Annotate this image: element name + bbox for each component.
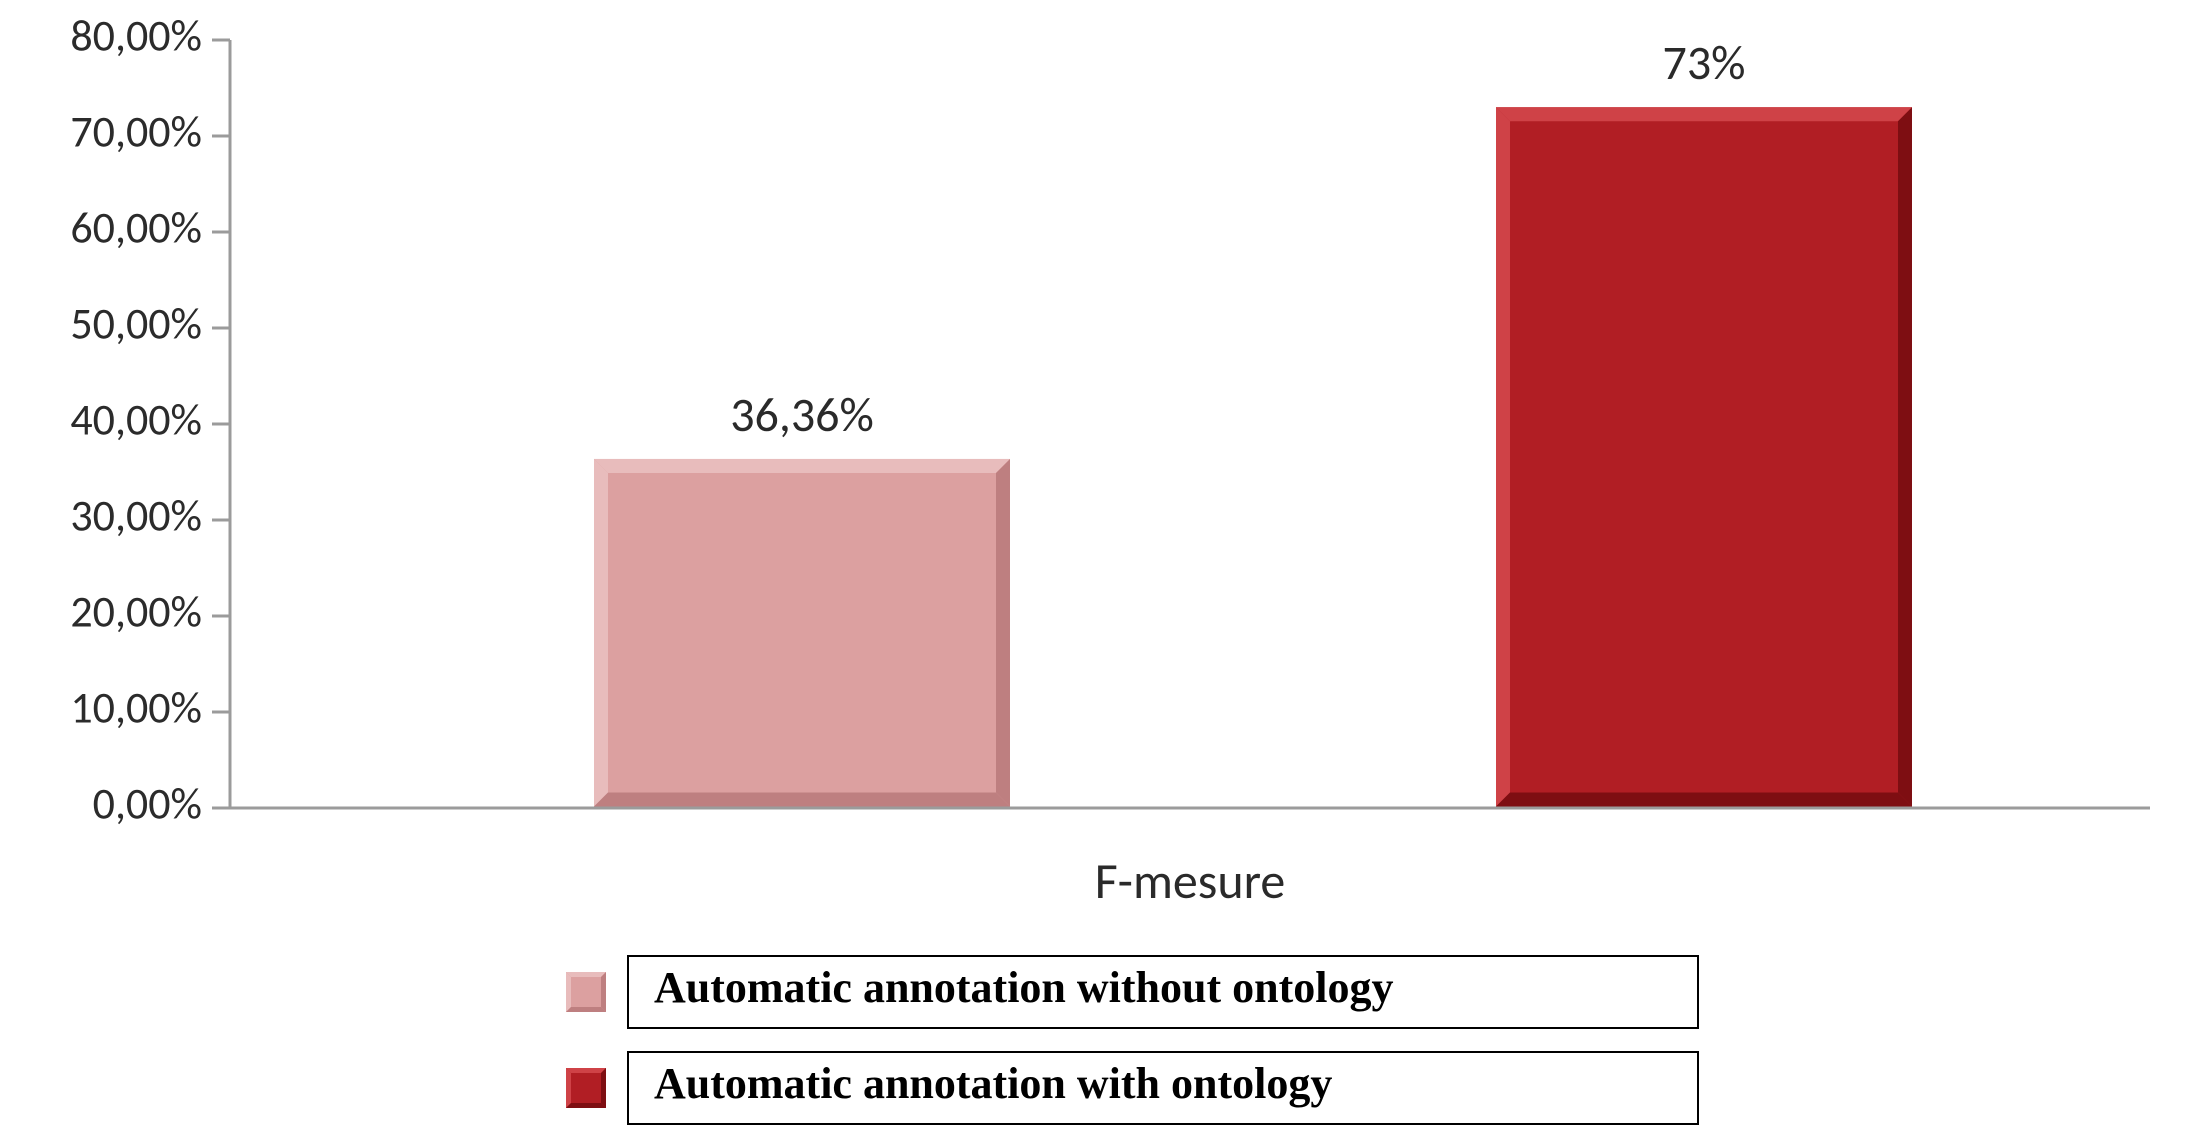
bar-1 bbox=[1496, 107, 1912, 806]
y-tick-label: 0,00% bbox=[93, 777, 202, 831]
legend-label: Automatic annotation without ontology bbox=[654, 963, 1394, 1012]
legend-swatch-1 bbox=[566, 1068, 606, 1108]
bar-0 bbox=[594, 459, 1010, 807]
legend-swatch-0 bbox=[566, 972, 606, 1012]
x-axis-title: F-mesure bbox=[1095, 851, 1286, 912]
y-tick-label: 10,00% bbox=[70, 681, 202, 735]
chart-svg: 0,00% 10,00% 20,00% 30,00% 40,00% 50,00% 60,00… bbox=[0, 0, 2205, 1144]
y-tick-label: 40,00% bbox=[70, 393, 202, 447]
y-tick-label: 60,00% bbox=[70, 201, 202, 255]
bar-value-label: 36,36% bbox=[730, 385, 874, 444]
fmeasure-chart: 0,00% 10,00% 20,00% 30,00% 40,00% 50,00% 60,00… bbox=[0, 0, 2205, 1144]
y-tick-label: 20,00% bbox=[70, 585, 202, 639]
legend-label: Automatic annotation with ontology bbox=[654, 1059, 1332, 1108]
y-tick-label: 30,00% bbox=[70, 489, 202, 543]
y-tick-label: 70,00% bbox=[70, 105, 202, 159]
y-tick-label: 50,00% bbox=[70, 297, 202, 351]
y-tick-label: 80,00% bbox=[70, 9, 202, 63]
bar-value-label: 73% bbox=[1663, 33, 1746, 92]
